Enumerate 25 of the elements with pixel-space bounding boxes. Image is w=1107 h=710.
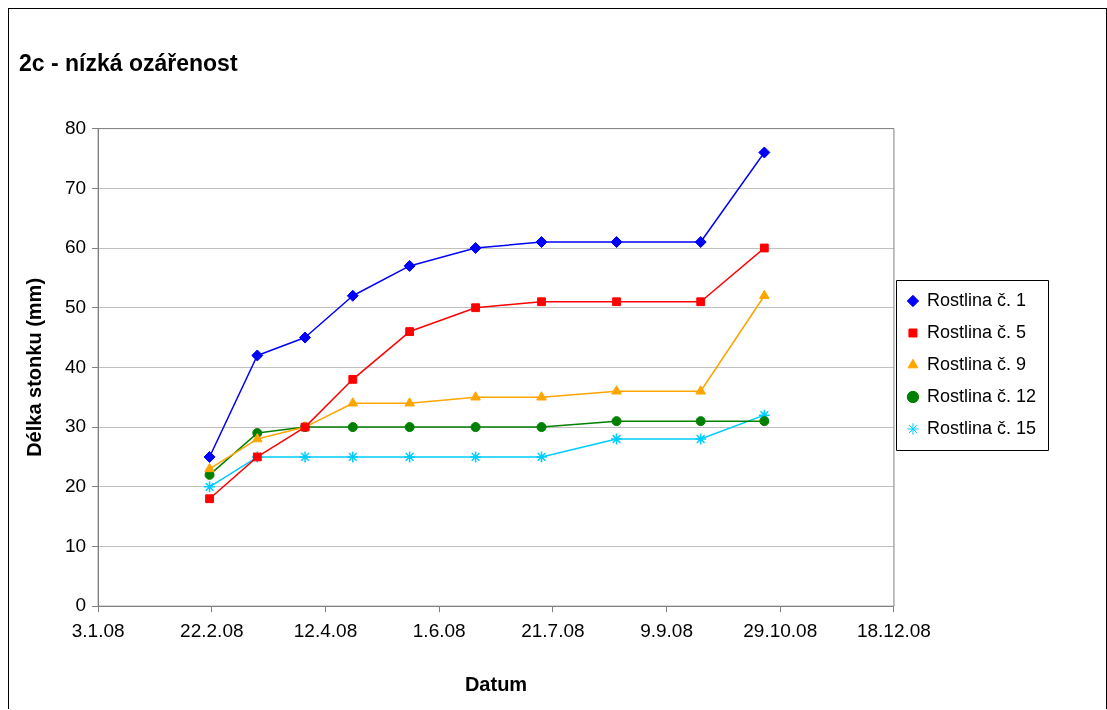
legend-label: Rostlina č. 1 <box>926 289 1026 310</box>
x-tick-label: 1.6.08 <box>412 619 466 641</box>
y-tick-label: 10 <box>64 534 87 556</box>
legend-label: Rostlina č. 15 <box>926 417 1037 438</box>
y-tick-label: 70 <box>64 176 87 198</box>
x-tick-label: 3.1.08 <box>71 619 125 641</box>
y-tick-label: 80 <box>64 116 87 138</box>
y-tick-label: 0 <box>75 594 87 616</box>
y-tick-label: 60 <box>64 236 87 258</box>
x-tick-label: 9.9.08 <box>640 619 693 641</box>
x-tick-label: 12.4.08 <box>293 619 358 641</box>
y-tick-label: 40 <box>64 355 87 377</box>
legend-label: Rostlina č. 9 <box>926 353 1026 374</box>
legend-label: Rostlina č. 5 <box>926 321 1026 342</box>
chart-title: 2c - nízká ozářenost <box>19 50 238 77</box>
x-tick-label: 29.10.08 <box>743 619 818 641</box>
legend-label: Rostlina č. 12 <box>926 385 1037 406</box>
y-tick-label: 20 <box>64 475 87 497</box>
y-axis-title: Délka stonku (mm) <box>22 277 45 457</box>
x-tick-label: 18.12.08 <box>856 619 931 641</box>
x-tick-label: 22.2.08 <box>180 619 244 641</box>
y-tick-label: 30 <box>64 415 87 437</box>
x-axis-title: Datum <box>464 672 528 695</box>
y-tick-label: 50 <box>64 295 87 317</box>
x-tick-label: 21.7.08 <box>521 619 585 641</box>
